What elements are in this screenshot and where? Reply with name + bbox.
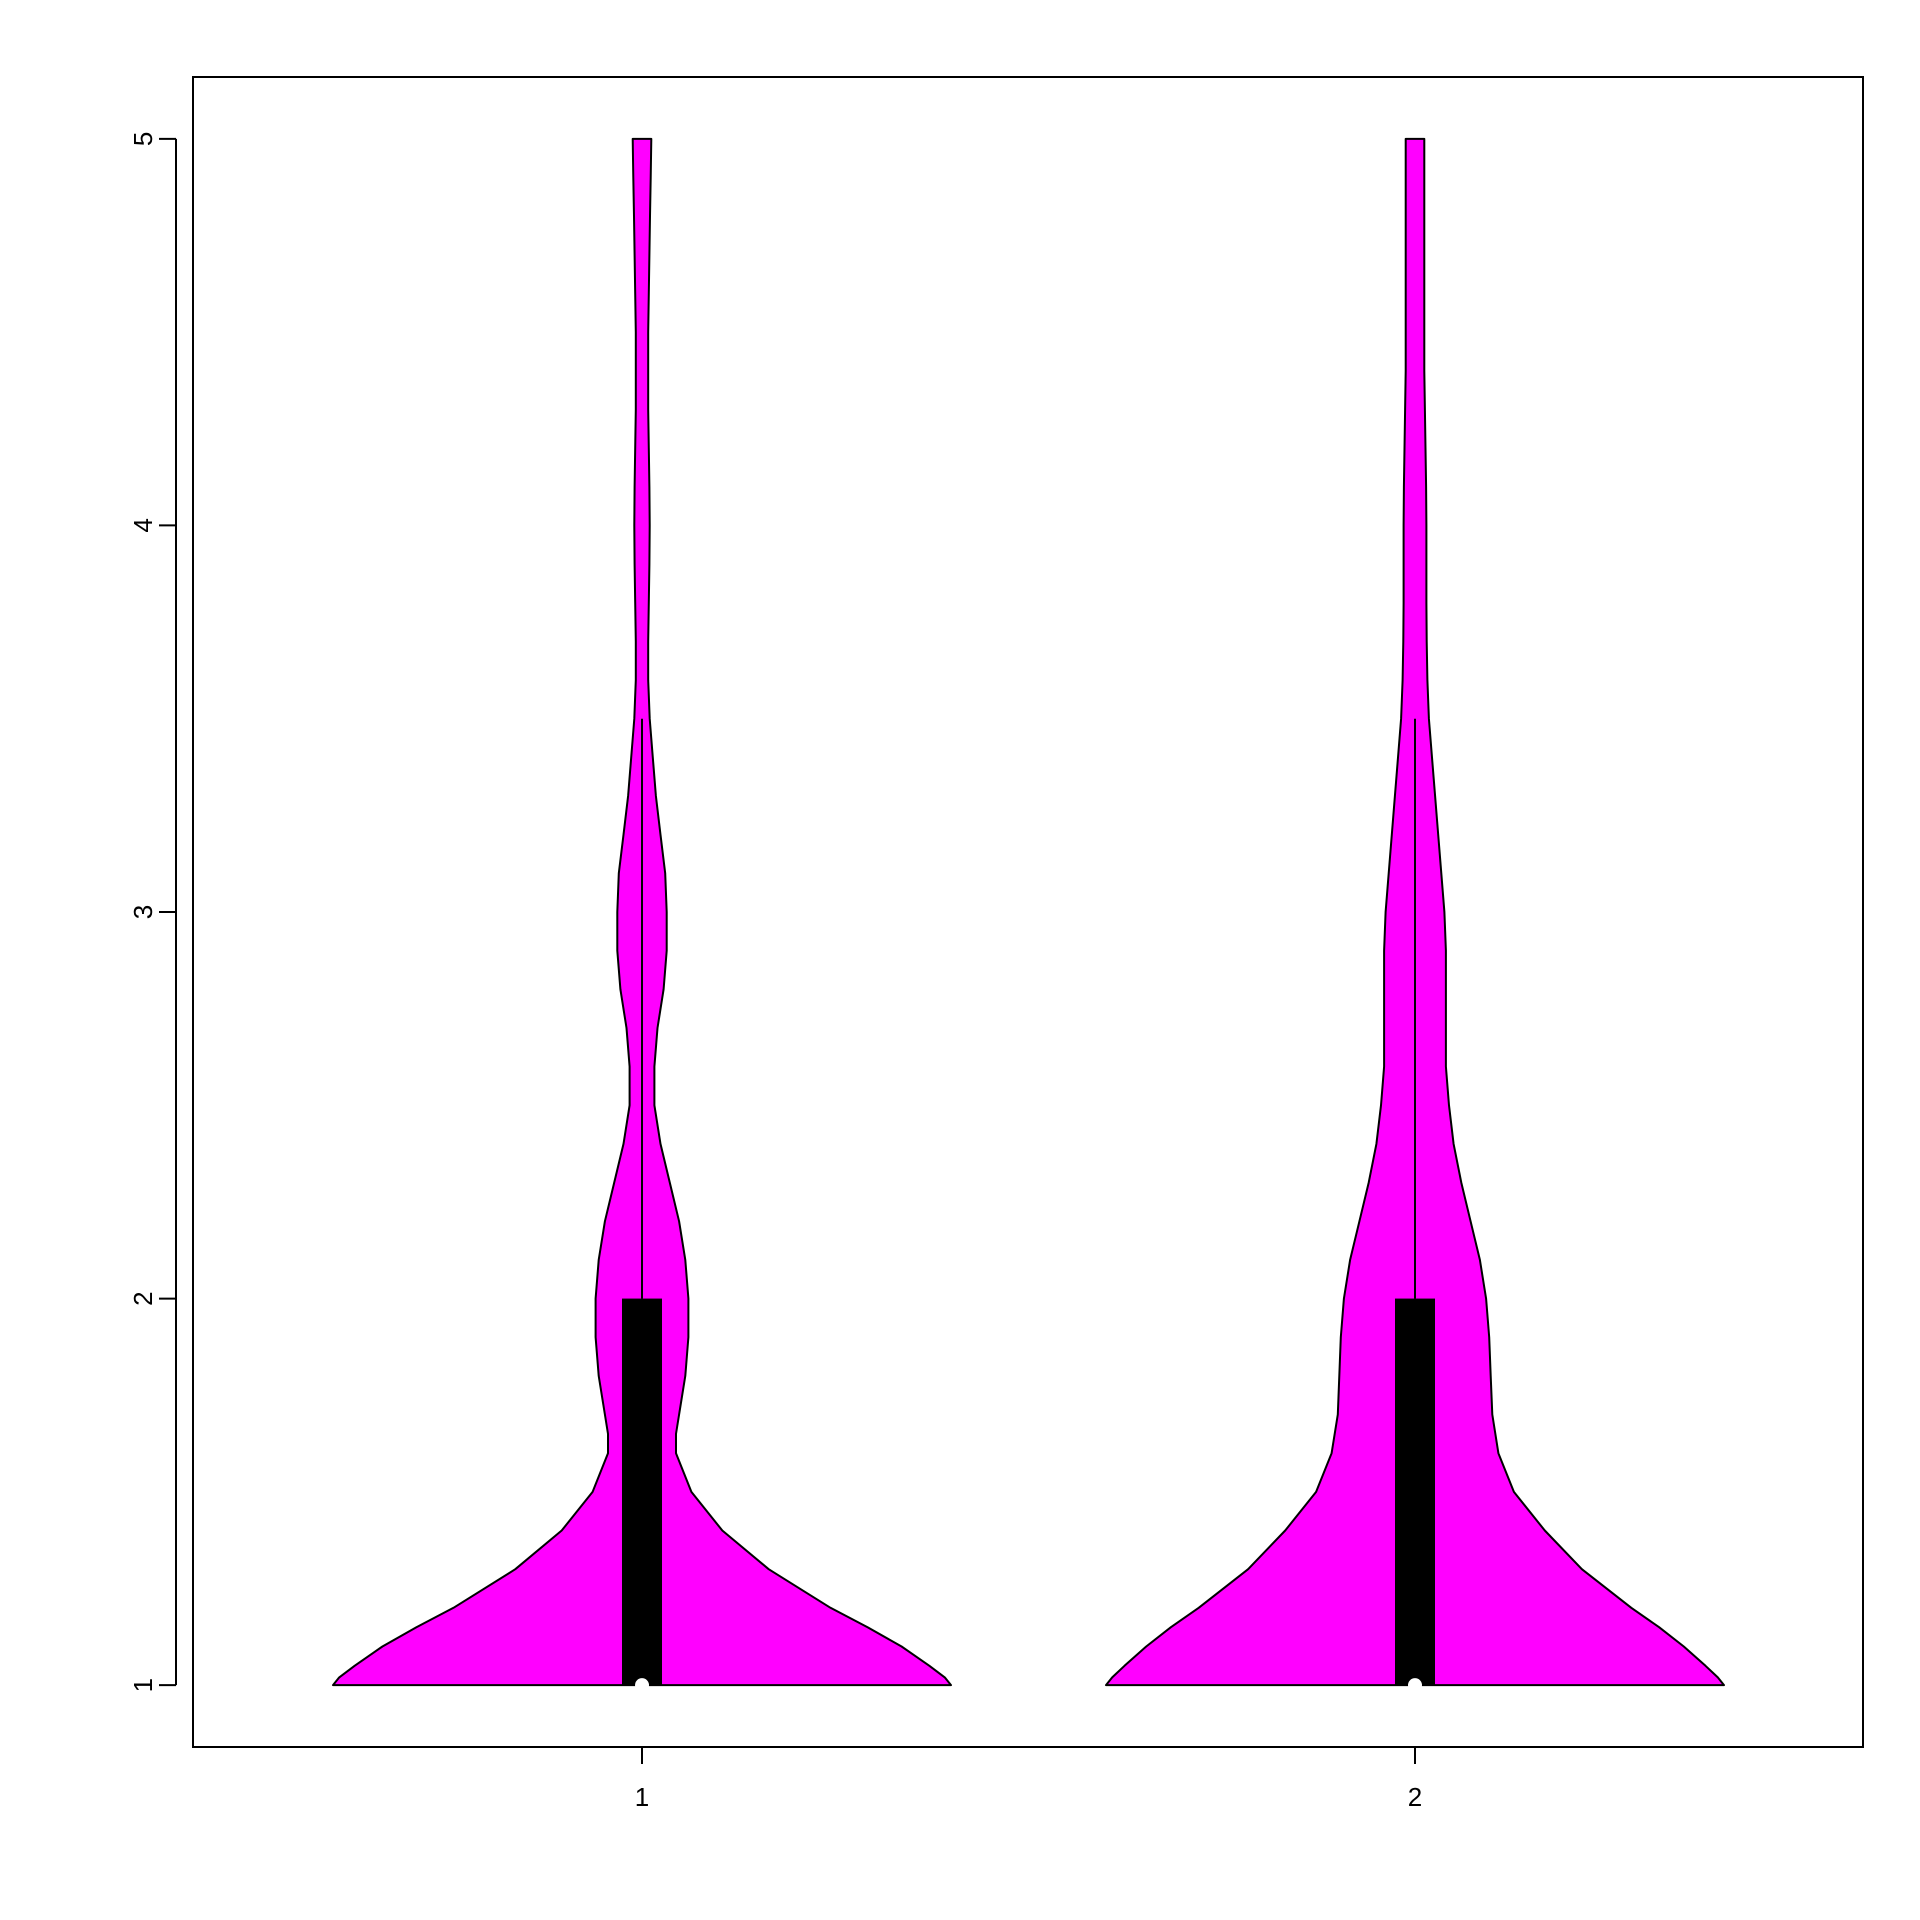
median-point-2: [1408, 1678, 1422, 1693]
y-tick-label-2: 2: [128, 1291, 158, 1305]
iqr-box-2: [1395, 1298, 1435, 1686]
iqr-box-1: [622, 1298, 662, 1686]
x-tick-label-1: 1: [635, 1782, 649, 1812]
plot-frame: [192, 76, 1864, 1748]
axes-layer: 1 2 1 2 3 4 5: [128, 132, 1422, 1812]
median-point-1: [635, 1678, 649, 1693]
y-tick-label-4: 4: [128, 518, 158, 532]
x-tick-label-2: 2: [1408, 1782, 1422, 1812]
y-tick-label-1: 1: [128, 1678, 158, 1692]
y-tick-label-3: 3: [128, 905, 158, 919]
violins-layer: [332, 137, 1725, 1693]
y-tick-label-5: 5: [128, 132, 158, 146]
